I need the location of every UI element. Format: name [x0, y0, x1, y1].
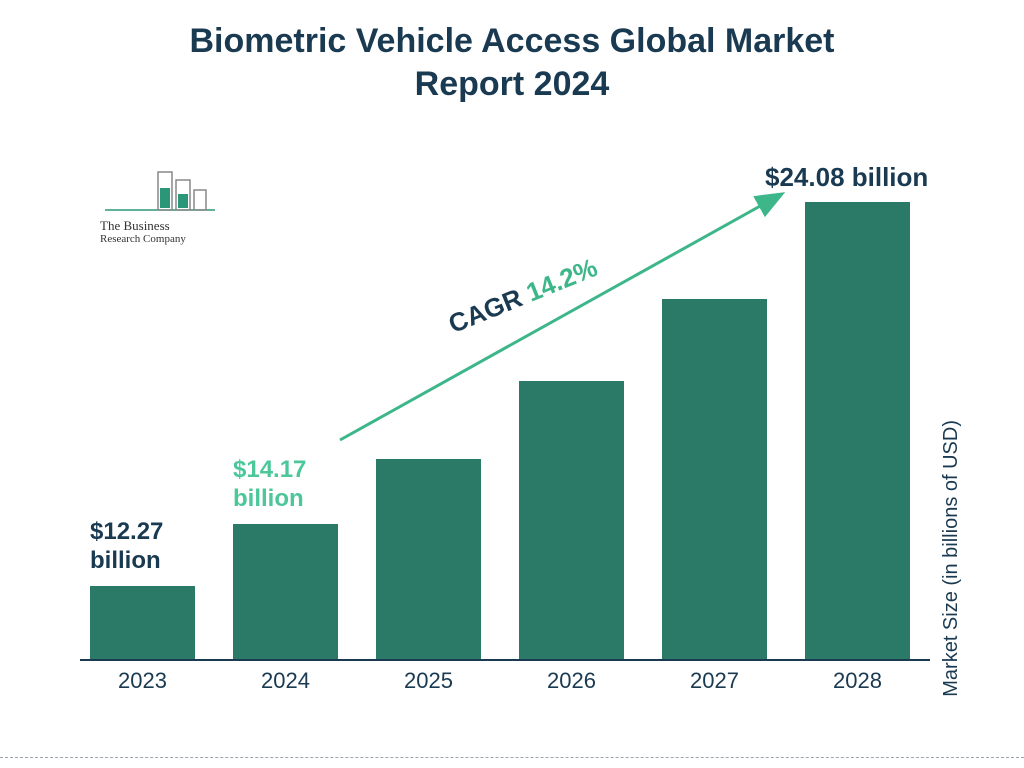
title-line1: Biometric Vehicle Access Global Market [0, 20, 1024, 63]
x-label-2026: 2026 [519, 668, 624, 694]
trend-arrow [80, 140, 930, 660]
data-label-2023: $12.27billion [90, 518, 205, 576]
x-label-2024: 2024 [233, 668, 338, 694]
x-label-2025: 2025 [376, 668, 481, 694]
plot-area [80, 140, 930, 660]
x-axis [80, 659, 930, 661]
data-label-2024: $14.17billion [233, 456, 348, 514]
y-axis-title: Market Size (in billions of USD) [940, 420, 963, 697]
bar-chart: 202320242025202620272028 Market Size (in… [80, 140, 930, 700]
title-line2: Report 2024 [0, 63, 1024, 106]
x-label-2028: 2028 [805, 668, 910, 694]
footer-divider [0, 757, 1024, 758]
x-label-2027: 2027 [662, 668, 767, 694]
x-label-2023: 2023 [90, 668, 195, 694]
data-label-2028: $24.08 billion [765, 162, 928, 193]
chart-title: Biometric Vehicle Access Global Market R… [0, 20, 1024, 105]
